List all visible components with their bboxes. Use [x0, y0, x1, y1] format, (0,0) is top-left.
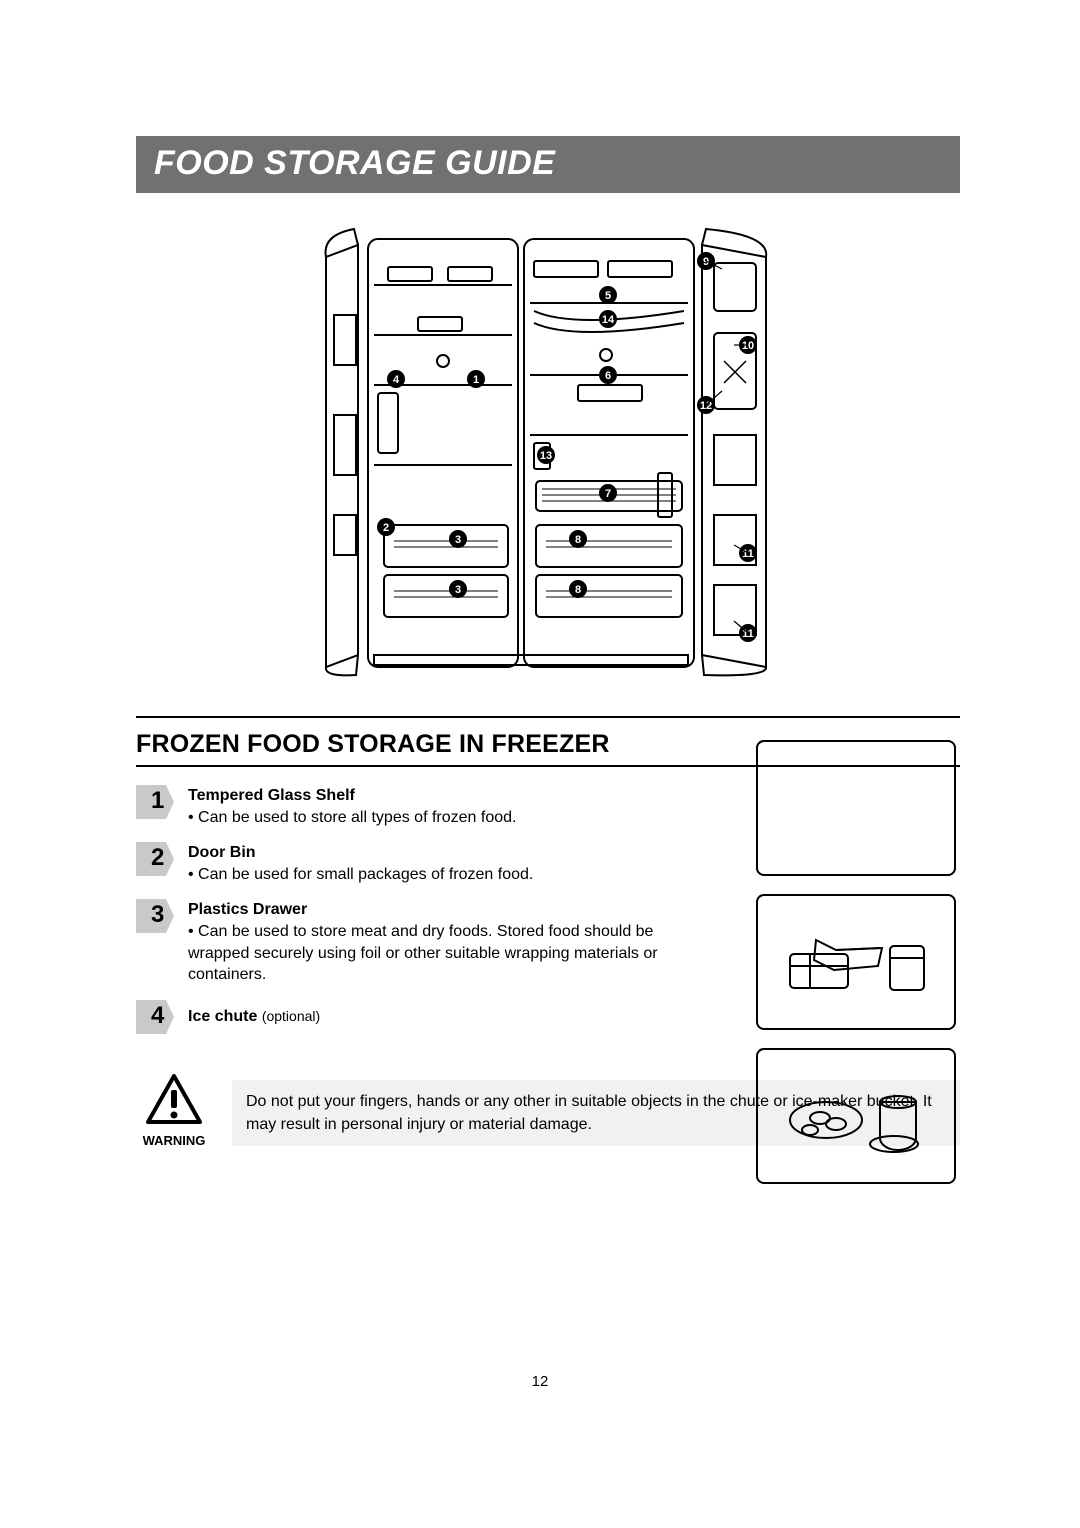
callout-5: 5: [599, 286, 617, 304]
item-number-badge: 2: [136, 842, 174, 876]
item-title: Plastics Drawer: [188, 901, 307, 918]
item-optional: (optional): [262, 1008, 320, 1024]
callout-13: 13: [537, 446, 555, 464]
svg-text:8: 8: [575, 584, 581, 596]
item-number: 3: [151, 901, 164, 929]
svg-text:14: 14: [602, 314, 615, 326]
item-number: 4: [151, 1002, 164, 1030]
item-number-badge: 3: [136, 899, 174, 933]
item-body: • Can be used to store all types of froz…: [188, 809, 516, 826]
item-body: • Can be used for small packages of froz…: [188, 866, 533, 883]
callout-14: 14: [599, 310, 617, 328]
warning-label: WARNING: [136, 1133, 212, 1148]
fridge-diagram: 4 1 2 3 3 5 14 6 13 7 8 8 9 10 12 11 11: [136, 215, 960, 688]
item-number: 2: [151, 844, 164, 872]
illustration-box-2: [756, 894, 956, 1030]
callout-3b: 3: [449, 580, 467, 598]
svg-text:2: 2: [383, 522, 389, 534]
page-title: FOOD STORAGE GUIDE: [154, 144, 555, 182]
page-number: 12: [0, 1373, 1080, 1390]
callout-8b: 8: [569, 580, 587, 598]
item-title: Tempered Glass Shelf: [188, 787, 355, 804]
item-number: 1: [151, 787, 164, 815]
item-body: • Can be used to store meat and dry food…: [188, 923, 658, 983]
svg-text:11: 11: [742, 548, 754, 560]
svg-text:7: 7: [605, 488, 611, 500]
callout-8a: 8: [569, 530, 587, 548]
svg-text:5: 5: [605, 290, 611, 302]
meat-cup-icon: [776, 1076, 936, 1156]
item-title: Door Bin: [188, 844, 256, 861]
illustration-box-1: [756, 740, 956, 876]
svg-text:6: 6: [605, 370, 611, 382]
item-text: Door Bin • Can be used for small package…: [188, 842, 533, 885]
callout-4: 4: [387, 370, 405, 388]
item-text: Ice chute (optional): [188, 1000, 320, 1028]
callout-2: 2: [377, 518, 395, 536]
item-number-badge: 1: [136, 785, 174, 819]
page-title-bar: FOOD STORAGE GUIDE: [136, 136, 960, 193]
callout-3a: 3: [449, 530, 467, 548]
callout-1: 1: [467, 370, 485, 388]
svg-text:13: 13: [540, 450, 552, 462]
svg-text:1: 1: [473, 374, 479, 386]
svg-text:10: 10: [742, 340, 754, 352]
svg-text:8: 8: [575, 534, 581, 546]
packages-icon: [776, 922, 936, 1002]
item-text: Tempered Glass Shelf • Can be used to st…: [188, 785, 516, 828]
svg-text:3: 3: [455, 584, 461, 596]
item-text: Plastics Drawer • Can be used to store m…: [188, 899, 658, 985]
warning-icon: WARNING: [136, 1074, 212, 1148]
callout-6: 6: [599, 366, 617, 384]
callout-7: 7: [599, 484, 617, 502]
item-number-badge: 4: [136, 1000, 174, 1034]
svg-text:4: 4: [393, 374, 400, 386]
svg-text:3: 3: [455, 534, 461, 546]
illustration-box-3: [756, 1048, 956, 1184]
item-title: Ice chute: [188, 1008, 262, 1025]
